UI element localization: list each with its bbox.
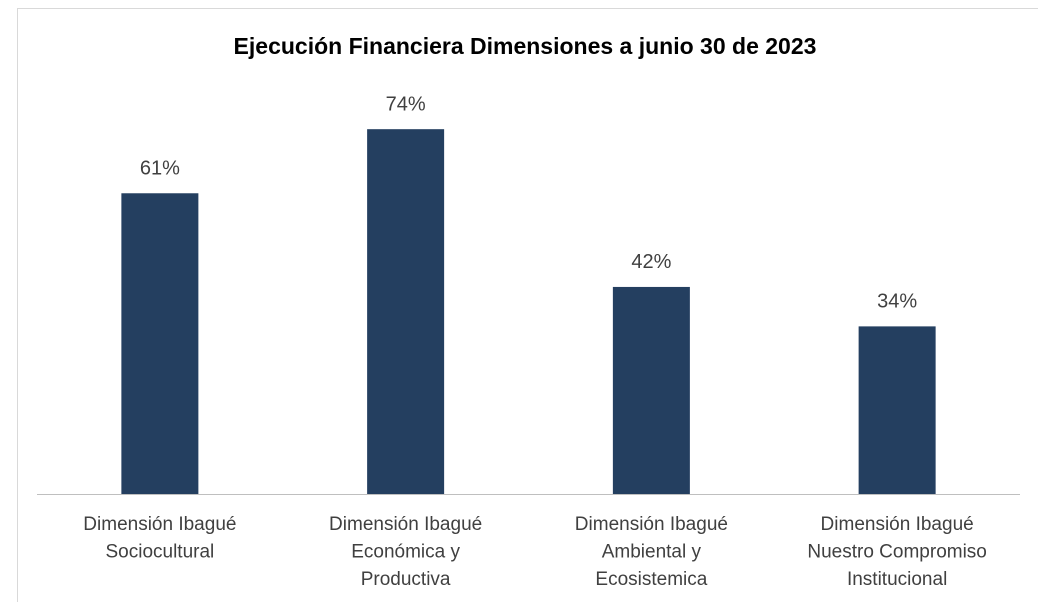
x-tick-label: Ecosistemica: [595, 569, 707, 590]
bar: [367, 129, 445, 494]
x-tick-label: Dimensión Ibagué: [329, 514, 482, 535]
x-tick-label: Dimensión Ibagué: [575, 514, 728, 535]
x-tick-label: Dimensión Ibagué: [83, 514, 236, 535]
data-label: 42%: [631, 251, 671, 273]
data-label: 61%: [140, 158, 180, 180]
data-label: 74%: [386, 93, 426, 115]
x-tick-label: Ambiental y: [602, 542, 702, 563]
x-tick-label: Nuestro Compromiso: [807, 542, 987, 563]
x-tick-label: Dimensión Ibagué: [821, 514, 974, 535]
chart-title: Ejecución Financiera Dimensiones a junio…: [234, 33, 817, 59]
bar: [612, 286, 690, 494]
bar: [858, 326, 936, 494]
x-tick-label: Institucional: [847, 569, 947, 590]
x-tick-label: Económica y: [351, 542, 460, 563]
x-tick-label: Sociocultural: [105, 542, 214, 563]
x-tick-label: Productiva: [361, 569, 451, 590]
bar: [121, 193, 199, 494]
data-label: 34%: [877, 291, 917, 313]
chart-border: [17, 8, 1038, 602]
